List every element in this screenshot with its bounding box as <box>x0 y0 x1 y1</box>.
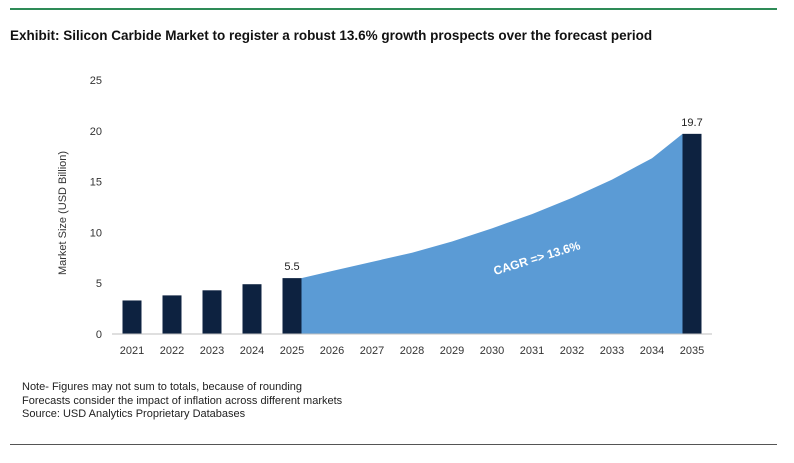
x-tick-label-2032: 2032 <box>560 345 584 357</box>
data-label-2035: 19.7 <box>681 117 702 129</box>
bar-2025 <box>282 278 302 334</box>
y-axis-label: Market Size (USD Billion) <box>57 151 69 275</box>
x-tick-label-2029: 2029 <box>440 345 464 357</box>
bar-2035 <box>682 133 702 334</box>
y-tick-label: 5 <box>96 278 102 290</box>
note-line-source: Source: USD Analytics Proprietary Databa… <box>22 408 246 420</box>
bar-2024 <box>242 284 262 334</box>
x-tick-label-2023: 2023 <box>200 345 224 357</box>
x-tick-label-2033: 2033 <box>600 345 624 357</box>
note-line-inflation: Forecasts consider the impact of inflati… <box>22 394 343 407</box>
y-tick-label: 15 <box>90 177 102 189</box>
x-tick-label-2022: 2022 <box>160 345 184 357</box>
x-tick-label-2026: 2026 <box>320 345 344 357</box>
y-tick-label: 10 <box>90 227 102 239</box>
x-tick-label-2025: 2025 <box>280 345 304 357</box>
y-tick-label: 25 <box>90 75 102 87</box>
x-tick-label-2024: 2024 <box>240 345 264 357</box>
x-tick-label-2021: 2021 <box>120 345 144 357</box>
y-tick-label: 20 <box>90 126 102 138</box>
y-tick-label: 0 <box>96 329 102 341</box>
bar-2023 <box>202 290 222 334</box>
bottom-rule <box>10 444 777 445</box>
note-line-rounding: Note- Figures may not sum to totals, bec… <box>22 381 303 393</box>
data-label-2025: 5.5 <box>284 261 299 273</box>
bar-2022 <box>162 295 182 334</box>
bar-2021 <box>122 300 142 334</box>
page-title: Exhibit: Silicon Carbide Market to regis… <box>10 28 653 43</box>
chart-notes: Note- Figures may not sum to totals, bec… <box>22 381 342 422</box>
x-tick-label-2031: 2031 <box>520 345 544 357</box>
x-tick-label-2030: 2030 <box>480 345 504 357</box>
x-tick-label-2035: 2035 <box>680 345 704 357</box>
forecast-area <box>301 133 683 334</box>
x-tick-label-2034: 2034 <box>640 345 664 357</box>
x-tick-label-2027: 2027 <box>360 345 384 357</box>
top-rule <box>10 8 777 10</box>
x-tick-label-2028: 2028 <box>400 345 424 357</box>
